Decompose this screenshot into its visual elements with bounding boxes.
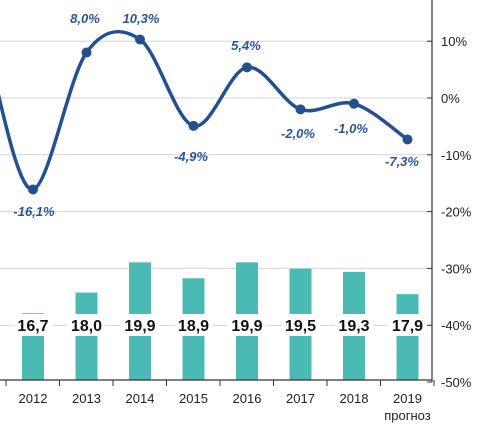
bar-label-bg [14, 314, 52, 336]
right-axis-tick-label: -40% [441, 318, 472, 333]
line-point [349, 98, 359, 109]
x-axis-tick-label: 2017 [286, 391, 315, 406]
right-axis-tick-label: -50% [441, 375, 472, 390]
x-axis-tick-label: 2014 [126, 391, 155, 406]
x-axis-tick-label: 2016 [233, 391, 262, 406]
line-point [28, 184, 38, 195]
line-point [188, 120, 199, 131]
axes: 10% 0% -10% -20% -30% -40% -50% 2012 2013 2014 201… [0, 0, 472, 423]
right-axis-tick-label: -30% [441, 261, 472, 276]
bar-label-bg [335, 314, 373, 336]
growth-line [0, 29, 410, 192]
line-value-label: -1,0% [334, 121, 368, 136]
bar-value-label: 19,9 [124, 318, 155, 335]
bar-label-bg [121, 314, 159, 336]
bar-value-label: 17,9 [392, 318, 423, 335]
bar [75, 292, 98, 380]
line-value-label: 8,0% [70, 11, 100, 26]
x-axis-tick-label: 2012 [19, 391, 48, 406]
line-point [295, 104, 306, 115]
bar-label-bg [67, 314, 106, 336]
x-axis-tick-label: 2019 [393, 391, 422, 406]
bar [396, 294, 419, 380]
x-axis-tick-label: 2015 [179, 391, 208, 406]
right-axis-tick-label: -20% [441, 205, 472, 220]
bar-value-label: 18,0 [71, 318, 102, 335]
bar-value-label: 19,3 [338, 318, 369, 335]
line-value-label: 10,3% [123, 11, 160, 26]
bar-value-label: 19,9 [231, 318, 262, 335]
gridlines [0, 40, 432, 326]
x-axis-sublabel: прогноз [384, 408, 431, 423]
bar-value-label: 19,5 [285, 318, 316, 335]
line-series [0, 29, 413, 195]
line-value-label: -4,9% [174, 149, 208, 164]
bar-label-bg [281, 314, 320, 336]
x-axis-tick-label: 2013 [72, 391, 101, 406]
labels: 16,7 18,0 19,9 18,9 19,9 19,5 19,3 17,9 -16,1% 8,… [13, 11, 427, 336]
bar-value-label: 16,7 [17, 318, 48, 335]
right-axis-tick-label: 0% [441, 91, 460, 106]
line-value-label: -16,1% [13, 204, 55, 219]
right-axis-tick-label: 10% [441, 34, 467, 49]
x-axis-tick-label: 2018 [340, 391, 369, 406]
line-value-label: -7,3% [385, 154, 419, 169]
bar-label-bg [228, 314, 266, 336]
line-point [81, 47, 92, 58]
line-point [242, 62, 252, 73]
line-point [135, 34, 145, 45]
line-value-label: 5,4% [231, 38, 261, 53]
line-value-label: -2,0% [281, 126, 315, 141]
line-point [402, 134, 413, 145]
right-axis-tick-label: -10% [441, 148, 472, 163]
bar-value-label: 18,9 [178, 318, 209, 335]
bar-label-bg [174, 314, 213, 336]
bar-label-bg [388, 314, 427, 336]
